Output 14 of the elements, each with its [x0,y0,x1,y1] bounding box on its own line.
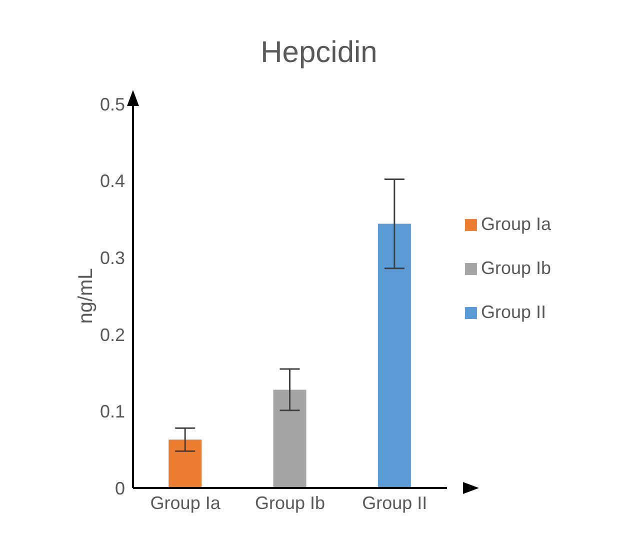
y-tick-label: 0 [114,478,125,498]
y-tick-label: 0.2 [100,324,125,345]
y-tick-label: 0.4 [100,171,125,192]
chart-title: Hepcidin [260,36,378,70]
x-tick-label: Group Ib [254,492,326,513]
legend-label: Group II [481,302,546,322]
legend-label: Group Ia [481,214,552,234]
y-axis-title: ng/mL [75,268,98,324]
y-tick-label: 0.5 [100,94,125,114]
legend-label: Group Ib [481,258,552,278]
y-tick-label: 0.3 [100,248,125,268]
x-tick-label: Group II [362,492,428,513]
y-tick-label: 0.1 [100,402,125,422]
x-tick-label: Group Ia [150,492,222,513]
